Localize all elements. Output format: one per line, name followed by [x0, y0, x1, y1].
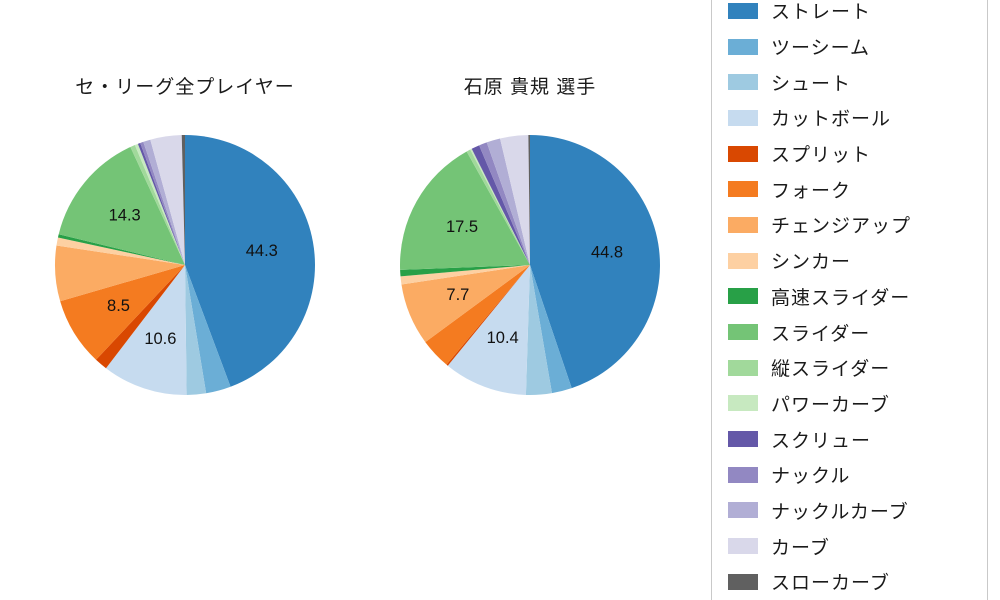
legend-label: フォーク — [771, 180, 852, 202]
legend-swatch-icon — [728, 466, 758, 483]
pie-slice — [530, 265, 572, 394]
pie-slice — [446, 265, 530, 366]
pie-slice — [185, 265, 207, 395]
legend-label: 縦スライダー — [771, 359, 891, 381]
pie-slice — [486, 138, 530, 265]
pie-slice — [471, 145, 530, 265]
legend-label: チェンジアップ — [771, 216, 912, 238]
legend-label: スライダー — [771, 323, 871, 345]
pie-value-label: 17.5 — [446, 218, 478, 236]
pie-slice — [447, 265, 530, 395]
pie-chart-league: 44.3 10.6 8.5 14.3 — [55, 134, 315, 396]
legend-swatch-icon — [728, 573, 758, 590]
legend-item: フォーク — [728, 171, 987, 207]
legend-item: スクリュー — [728, 421, 987, 457]
pie-slice — [401, 265, 530, 343]
legend-item: パワーカーブ — [728, 386, 987, 422]
pie-slice — [181, 134, 185, 265]
legend-label: ツーシーム — [771, 38, 871, 60]
legend-swatch-icon — [728, 395, 758, 412]
legend-swatch-icon — [728, 324, 758, 341]
legend-swatch-icon — [728, 502, 758, 519]
chart-title-player: 石原 貴規 選手 — [463, 77, 597, 98]
chart-title-league: セ・リーグ全プレイヤー — [75, 77, 295, 98]
pie-value-label: 10.6 — [144, 330, 176, 348]
pie-slice — [185, 135, 315, 387]
pie-slice — [425, 265, 530, 365]
legend-label: カーブ — [771, 537, 830, 559]
pie-slice — [528, 135, 530, 265]
pie-slice — [143, 139, 185, 265]
legend-panel: ストレートツーシームシュートカットボール スプリットフォークチェンジアップ シンカー… — [711, 0, 988, 600]
pie-slice — [55, 245, 186, 302]
legend-item: 高速スライダー — [728, 279, 987, 315]
legend-item: カットボール — [728, 100, 987, 136]
pie-value-label: 44.8 — [591, 243, 623, 261]
pie-slice — [56, 237, 186, 265]
legend-label: スローカーブ — [771, 573, 890, 595]
legend-item: ナックルカーブ — [728, 493, 987, 529]
pie-slice — [105, 265, 187, 396]
legend-label: シンカー — [771, 252, 852, 274]
pie-value-label: 8.5 — [107, 297, 130, 315]
pie-slice — [130, 145, 185, 265]
pie-slice — [399, 151, 530, 270]
legend-swatch-icon — [728, 145, 758, 162]
pie-slice — [150, 135, 185, 265]
pie-slice — [525, 265, 552, 396]
legend-label: ナックル — [771, 466, 851, 488]
legend-label: スクリュー — [771, 430, 872, 452]
legend-item: 縦スライダー — [728, 350, 987, 386]
legend-swatch-icon — [728, 288, 758, 305]
pie-slice — [500, 135, 530, 265]
legend-swatch-icon — [728, 38, 758, 55]
legend-item: スローカーブ — [728, 564, 987, 600]
pie-value-label: 7.7 — [446, 286, 469, 304]
pie-slice — [400, 265, 530, 277]
legend-label: シュート — [771, 73, 852, 95]
pie-slice — [185, 265, 231, 394]
legend-label: ナックルカーブ — [771, 501, 909, 523]
legend-item: スライダー — [728, 314, 987, 350]
pie-chart-player: 44.8 10.4 7.7 17.5 — [399, 135, 660, 396]
pie-slice — [140, 141, 185, 265]
pie-value-label: 44.3 — [246, 242, 278, 260]
pie-slice — [60, 265, 185, 360]
legend-label: ストレート — [771, 2, 872, 24]
legend-swatch-icon — [728, 252, 758, 269]
legend-label: カットボール — [771, 109, 892, 131]
pie-slice — [137, 142, 185, 265]
legend-swatch-icon — [728, 359, 758, 376]
pie-slice — [466, 149, 530, 265]
legend-label: パワーカーブ — [771, 394, 890, 416]
pie-slice — [400, 265, 530, 285]
legend-item: シュート — [728, 64, 987, 100]
legend-item: ストレート — [728, 0, 987, 29]
pie-slice — [96, 265, 185, 369]
legend-item: スプリット — [728, 136, 987, 172]
legend-swatch-icon — [728, 216, 758, 233]
pie-slice — [57, 234, 185, 265]
legend-swatch-icon — [728, 2, 758, 19]
legend-item: チェンジアップ — [728, 207, 987, 243]
legend-item: ナックル — [728, 457, 987, 493]
legend-swatch-icon — [728, 431, 758, 448]
legend-item: シンカー — [728, 243, 987, 279]
legend-item: カーブ — [728, 528, 987, 564]
legend-label: スプリット — [771, 145, 872, 167]
pie-slice — [58, 147, 185, 265]
pie-value-label: 10.4 — [487, 329, 519, 347]
pie-slice — [134, 143, 185, 265]
pie-slice — [479, 142, 530, 265]
legend-label: 高速スライダー — [771, 287, 911, 309]
pie-slice — [530, 135, 660, 389]
pie-value-label: 14.3 — [109, 207, 141, 225]
pie-slice — [470, 148, 530, 265]
legend-swatch-icon — [728, 74, 758, 91]
legend-swatch-icon — [728, 109, 758, 126]
legend-swatch-icon — [728, 538, 758, 555]
legend-swatch-icon — [728, 181, 758, 198]
legend-item: ツーシーム — [728, 29, 987, 65]
